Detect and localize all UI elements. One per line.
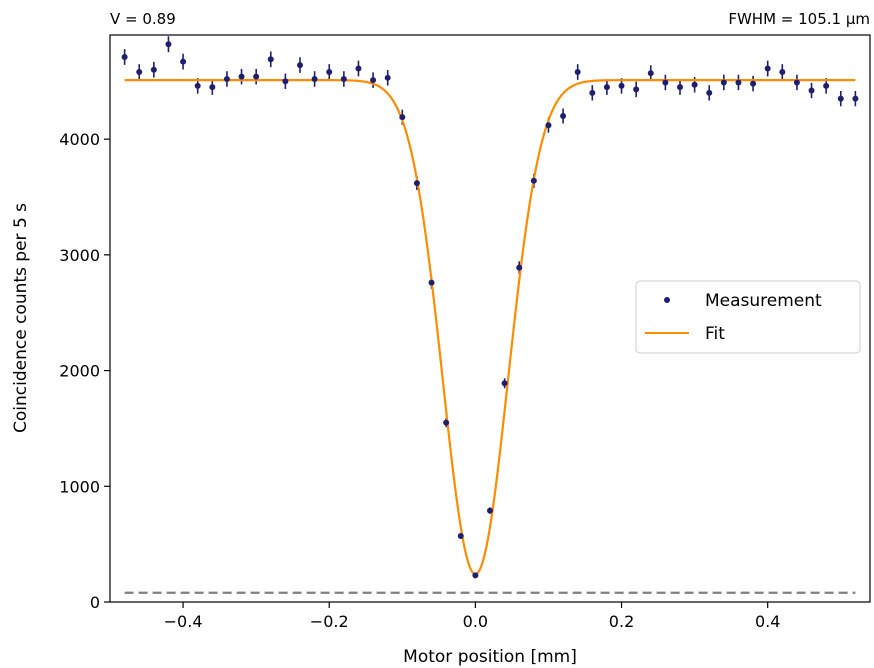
legend-frame [635, 280, 861, 354]
x-tick-label: −0.2 [310, 612, 349, 631]
plot-area [121, 36, 859, 594]
data-point [180, 58, 187, 65]
legend-label-measurement: Measurement [705, 291, 822, 311]
x-tick-label: 0.2 [609, 612, 634, 631]
x-axis: −0.4 −0.2 0.0 0.2 0.4 [164, 602, 780, 631]
data-point [223, 75, 230, 82]
data-point [589, 89, 596, 96]
data-point [823, 82, 830, 89]
data-point [501, 380, 508, 387]
y-tick-label: 4000 [59, 130, 100, 149]
data-point [267, 56, 274, 63]
data-point [662, 79, 669, 86]
y-axis: 0 1000 2000 3000 4000 [59, 130, 110, 612]
visibility-annotation: V = 0.89 [110, 10, 176, 28]
data-point [633, 86, 640, 93]
data-point [779, 69, 786, 76]
data-point [282, 78, 289, 85]
y-tick-label: 2000 [59, 362, 100, 381]
fwhm-annotation: FWHM = 105.1 μm [728, 10, 870, 28]
data-point [209, 84, 216, 91]
data-point [837, 95, 844, 102]
data-point [340, 75, 347, 82]
data-point [150, 66, 157, 73]
data-point [136, 69, 143, 76]
data-point [370, 77, 377, 84]
data-point [355, 65, 362, 72]
x-axis-label: Motor position [mm] [403, 647, 577, 667]
y-axis-label: Coincidence counts per 5 s [11, 203, 31, 433]
x-tick-label: 0.4 [755, 612, 780, 631]
data-point [443, 419, 450, 426]
data-point [808, 87, 815, 94]
data-point [311, 75, 318, 82]
data-point [121, 53, 128, 60]
data-point [793, 79, 800, 86]
data-point [516, 264, 523, 271]
data-point [735, 79, 742, 86]
data-point [253, 73, 260, 80]
data-point [545, 122, 552, 129]
data-point [457, 533, 464, 540]
data-point [530, 177, 537, 184]
data-point [413, 180, 420, 187]
legend: Measurement Fit [635, 280, 861, 354]
data-point [603, 84, 610, 91]
data-point [852, 95, 859, 102]
plot-frame [109, 34, 871, 603]
data-point [326, 69, 333, 76]
data-point [384, 74, 391, 81]
data-point [647, 70, 654, 77]
data-point [750, 80, 757, 87]
data-point [194, 82, 201, 89]
data-point [720, 79, 727, 86]
fit-curve [124, 79, 856, 576]
data-point [487, 507, 493, 514]
data-point [560, 113, 567, 119]
data-point [574, 69, 581, 76]
data-point [399, 114, 406, 121]
data-point [691, 81, 698, 88]
data-point [238, 73, 245, 80]
data-point [428, 279, 435, 286]
data-point [618, 82, 625, 89]
x-tick-label: −0.4 [164, 612, 203, 631]
data-point [472, 572, 479, 579]
y-tick-label: 0 [90, 593, 100, 612]
y-tick-label: 3000 [59, 246, 100, 265]
data-point [764, 65, 771, 72]
x-tick-label: 0.0 [463, 612, 488, 631]
data-point [165, 41, 172, 48]
data-point [297, 62, 303, 69]
data-point [677, 84, 683, 91]
legend-marker-measurement [664, 297, 670, 303]
data-point [706, 89, 713, 96]
y-tick-label: 1000 [59, 477, 100, 496]
legend-label-fit: Fit [705, 324, 725, 344]
